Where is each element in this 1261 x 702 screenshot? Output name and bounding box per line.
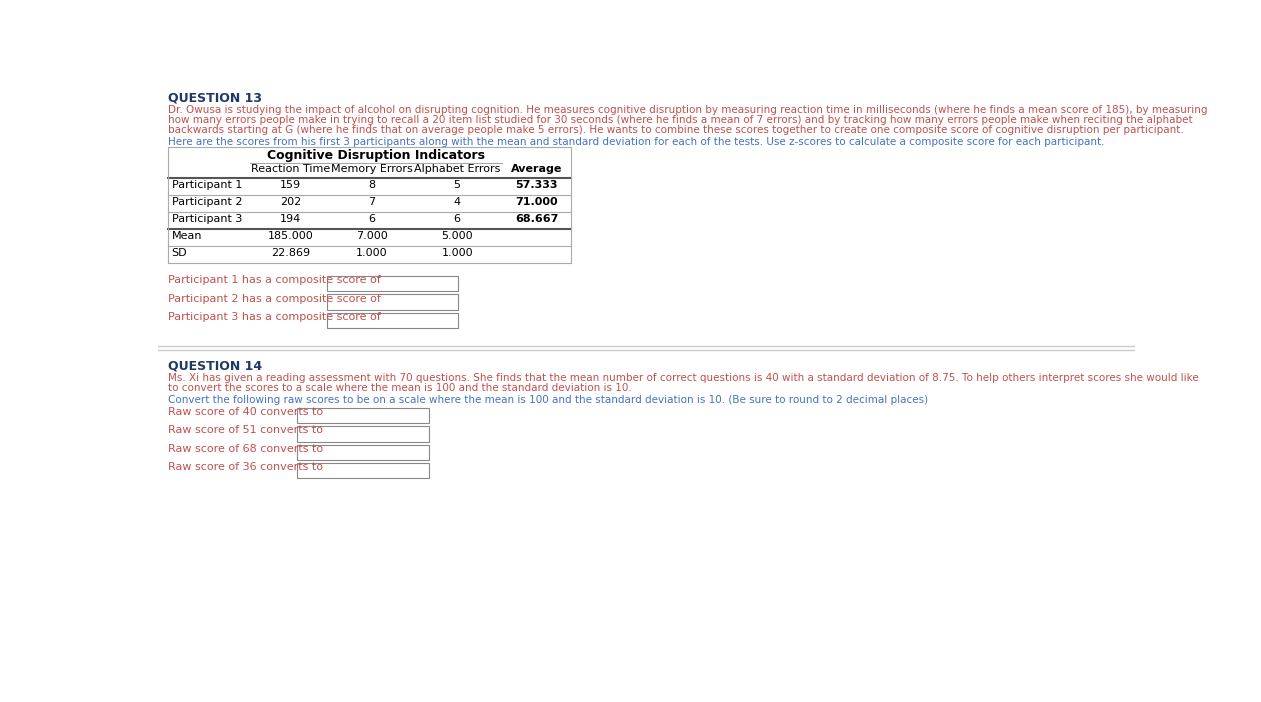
Text: 1.000: 1.000 — [356, 249, 387, 258]
Text: to convert the scores to a scale where the mean is 100 and the standard deviatio: to convert the scores to a scale where t… — [169, 383, 632, 393]
Text: Dr. Owusa is studying the impact of alcohol on disrupting cognition. He measures: Dr. Owusa is studying the impact of alco… — [169, 105, 1208, 115]
Text: Ms. Xi has given a reading assessment with 70 questions. She finds that the mean: Ms. Xi has given a reading assessment wi… — [169, 373, 1199, 383]
Text: 7: 7 — [368, 197, 376, 207]
FancyBboxPatch shape — [327, 276, 458, 291]
FancyBboxPatch shape — [298, 426, 429, 442]
Text: Participant 2 has a composite score of: Participant 2 has a composite score of — [169, 293, 381, 304]
Text: 71.000: 71.000 — [516, 197, 557, 207]
Text: Participant 3 has a composite score of: Participant 3 has a composite score of — [169, 312, 381, 322]
Text: 1.000: 1.000 — [441, 249, 473, 258]
FancyBboxPatch shape — [327, 294, 458, 310]
Text: 5: 5 — [454, 180, 460, 190]
Text: Alphabet Errors: Alphabet Errors — [414, 164, 501, 174]
Text: Reaction Time: Reaction Time — [251, 164, 330, 174]
Text: 22.869: 22.869 — [271, 249, 310, 258]
Text: Cognitive Disruption Indicators: Cognitive Disruption Indicators — [267, 149, 484, 162]
Text: 7.000: 7.000 — [356, 232, 388, 241]
Text: Participant 1: Participant 1 — [171, 180, 242, 190]
Text: Convert the following raw scores to be on a scale where the mean is 100 and the : Convert the following raw scores to be o… — [169, 395, 928, 404]
FancyBboxPatch shape — [298, 444, 429, 460]
Text: 202: 202 — [280, 197, 301, 207]
Text: 6: 6 — [454, 214, 460, 225]
Text: Memory Errors: Memory Errors — [332, 164, 412, 174]
Text: how many errors people make in trying to recall a 20 item list studied for 30 se: how many errors people make in trying to… — [169, 115, 1193, 125]
Text: 8: 8 — [368, 180, 376, 190]
Text: Raw score of 68 converts to: Raw score of 68 converts to — [169, 444, 324, 453]
Text: Mean: Mean — [171, 232, 202, 241]
Text: 57.333: 57.333 — [516, 180, 557, 190]
Text: Average: Average — [511, 164, 562, 174]
Text: Raw score of 36 converts to: Raw score of 36 converts to — [169, 463, 324, 472]
Text: Participant 1 has a composite score of: Participant 1 has a composite score of — [169, 275, 381, 285]
Text: QUESTION 13: QUESTION 13 — [169, 92, 262, 105]
Text: QUESTION 14: QUESTION 14 — [169, 359, 262, 372]
Text: SD: SD — [171, 249, 187, 258]
Text: Raw score of 51 converts to: Raw score of 51 converts to — [169, 425, 324, 435]
Text: 194: 194 — [280, 214, 301, 225]
Text: 6: 6 — [368, 214, 376, 225]
FancyBboxPatch shape — [298, 463, 429, 479]
Text: Participant 3: Participant 3 — [171, 214, 242, 225]
Text: Raw score of 40 converts to: Raw score of 40 converts to — [169, 407, 324, 417]
FancyBboxPatch shape — [298, 408, 429, 423]
Text: Here are the scores from his first 3 participants along with the mean and standa: Here are the scores from his first 3 par… — [169, 137, 1105, 147]
Text: 68.667: 68.667 — [514, 214, 559, 225]
Text: 5.000: 5.000 — [441, 232, 473, 241]
Text: 185.000: 185.000 — [267, 232, 314, 241]
Text: 4: 4 — [454, 197, 460, 207]
Text: Participant 2: Participant 2 — [171, 197, 242, 207]
FancyBboxPatch shape — [327, 313, 458, 329]
Text: backwards starting at G (where he finds that on average people make 5 errors). H: backwards starting at G (where he finds … — [169, 125, 1184, 135]
Text: 159: 159 — [280, 180, 301, 190]
